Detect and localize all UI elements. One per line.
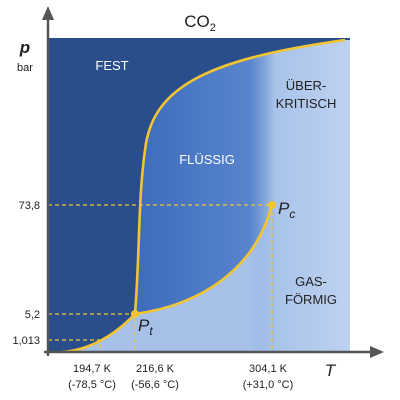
- x-tick-label: 304,1 K: [249, 363, 288, 375]
- supercritical-region: [250, 40, 350, 352]
- gas-region: [62, 205, 272, 352]
- critical-sub: c: [289, 207, 295, 221]
- triple-point: [131, 310, 139, 318]
- critical-point: [268, 201, 276, 209]
- x-tick-label: (-56,6 °C): [131, 379, 179, 391]
- title-main: CO: [184, 12, 210, 31]
- x-axis-label: T: [325, 361, 337, 380]
- critical-point-label: Pc: [278, 199, 295, 221]
- x-tick-label: (-78,5 °C): [68, 379, 116, 391]
- melting-curve: [133, 38, 346, 315]
- y-tick-label: 73,8: [19, 200, 40, 212]
- critical-main: P: [278, 199, 290, 218]
- y-axis-label: p: [19, 38, 30, 57]
- region-label: KRITISCH: [276, 96, 337, 111]
- x-tick-label: 194,7 K: [73, 363, 112, 375]
- region-label: FEST: [95, 58, 128, 73]
- triple-point-label: Pt: [138, 316, 153, 338]
- x-tick-label: 216,6 K: [136, 363, 175, 375]
- y-axis-arrow: [42, 6, 54, 20]
- triple-main: P: [138, 316, 150, 335]
- x-tick-label: (+31,0 °C): [243, 379, 294, 391]
- y-axis-unit: bar: [17, 62, 33, 74]
- title: CO2: [184, 12, 216, 34]
- region-label: GAS-: [295, 274, 327, 289]
- vaporization-curve: [134, 204, 274, 316]
- region-label: ÜBER-: [286, 78, 326, 93]
- region-label: FLÜSSIG: [179, 152, 235, 167]
- triple-sub: t: [149, 324, 153, 338]
- title-sub: 2: [210, 22, 216, 34]
- y-tick-label: 1,013: [12, 335, 40, 347]
- region-label: FÖRMIG: [285, 292, 337, 307]
- x-axis-arrow: [370, 346, 384, 358]
- y-tick-label: 5,2: [25, 309, 40, 321]
